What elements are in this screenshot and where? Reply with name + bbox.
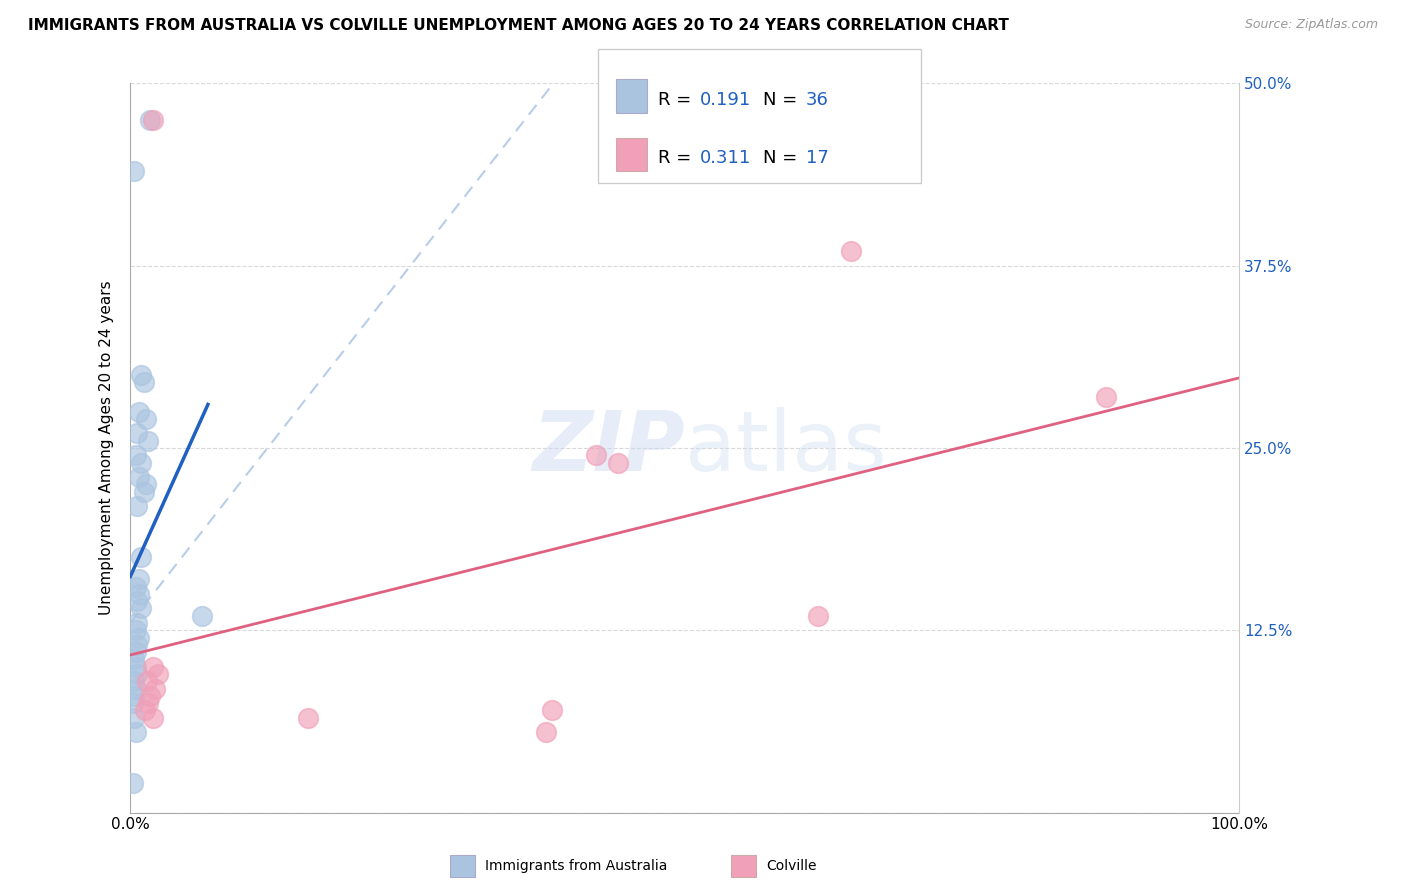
Text: Immigrants from Australia: Immigrants from Australia: [485, 859, 668, 873]
Point: [125, 580, 148, 594]
Point: [139, 689, 162, 703]
Point: [128, 572, 150, 586]
Point: [135, 412, 157, 426]
Text: Source: ZipAtlas.com: Source: ZipAtlas.com: [1244, 18, 1378, 31]
Point: [125, 426, 148, 441]
Text: 0.191: 0.191: [700, 91, 751, 109]
Point: [297, 711, 319, 725]
Text: 0.311: 0.311: [700, 149, 751, 167]
Point: [122, 674, 145, 689]
Point: [125, 594, 148, 608]
Point: [121, 776, 143, 790]
Point: [125, 667, 148, 681]
Point: [143, 681, 166, 696]
Text: atlas: atlas: [685, 408, 887, 489]
Y-axis label: Unemployment Among Ages 20 to 24 years: Unemployment Among Ages 20 to 24 years: [100, 281, 114, 615]
Point: [136, 434, 159, 448]
Text: 36: 36: [806, 91, 828, 109]
Point: [807, 608, 830, 623]
Point: [131, 601, 153, 615]
Point: [1095, 390, 1118, 404]
Point: [128, 404, 150, 418]
Point: [125, 500, 148, 514]
Text: 17: 17: [806, 149, 828, 167]
Point: [122, 689, 145, 703]
Text: N =: N =: [763, 149, 803, 167]
Point: [125, 659, 148, 673]
Point: [132, 376, 155, 390]
Point: [134, 703, 156, 717]
Point: [121, 696, 143, 710]
Point: [131, 368, 153, 382]
Point: [540, 703, 562, 717]
Point: [136, 696, 159, 710]
Point: [128, 587, 150, 601]
Point: [839, 244, 862, 259]
Point: [131, 550, 153, 565]
Point: [585, 448, 607, 462]
Point: [131, 456, 153, 470]
Point: [125, 681, 148, 696]
Point: [135, 477, 157, 491]
Point: [191, 608, 214, 623]
Point: [125, 725, 148, 739]
Point: [136, 674, 159, 689]
Point: [128, 470, 150, 484]
Text: R =: R =: [658, 91, 697, 109]
Point: [141, 711, 163, 725]
Point: [534, 725, 557, 739]
Text: ZIP: ZIP: [531, 408, 685, 489]
Point: [128, 631, 150, 645]
Text: Colville: Colville: [766, 859, 817, 873]
Point: [122, 711, 145, 725]
Point: [125, 645, 148, 659]
Point: [141, 659, 163, 673]
Point: [132, 484, 155, 499]
Point: [125, 615, 148, 630]
Point: [122, 652, 145, 666]
Point: [125, 624, 148, 638]
Text: R =: R =: [658, 149, 697, 167]
Point: [125, 638, 148, 652]
Point: [125, 448, 148, 462]
Point: [607, 456, 630, 470]
Text: N =: N =: [763, 91, 803, 109]
Point: [122, 164, 145, 178]
Point: [146, 667, 169, 681]
Text: IMMIGRANTS FROM AUSTRALIA VS COLVILLE UNEMPLOYMENT AMONG AGES 20 TO 24 YEARS COR: IMMIGRANTS FROM AUSTRALIA VS COLVILLE UN…: [28, 18, 1010, 33]
Point: [139, 112, 162, 127]
Point: [141, 112, 163, 127]
